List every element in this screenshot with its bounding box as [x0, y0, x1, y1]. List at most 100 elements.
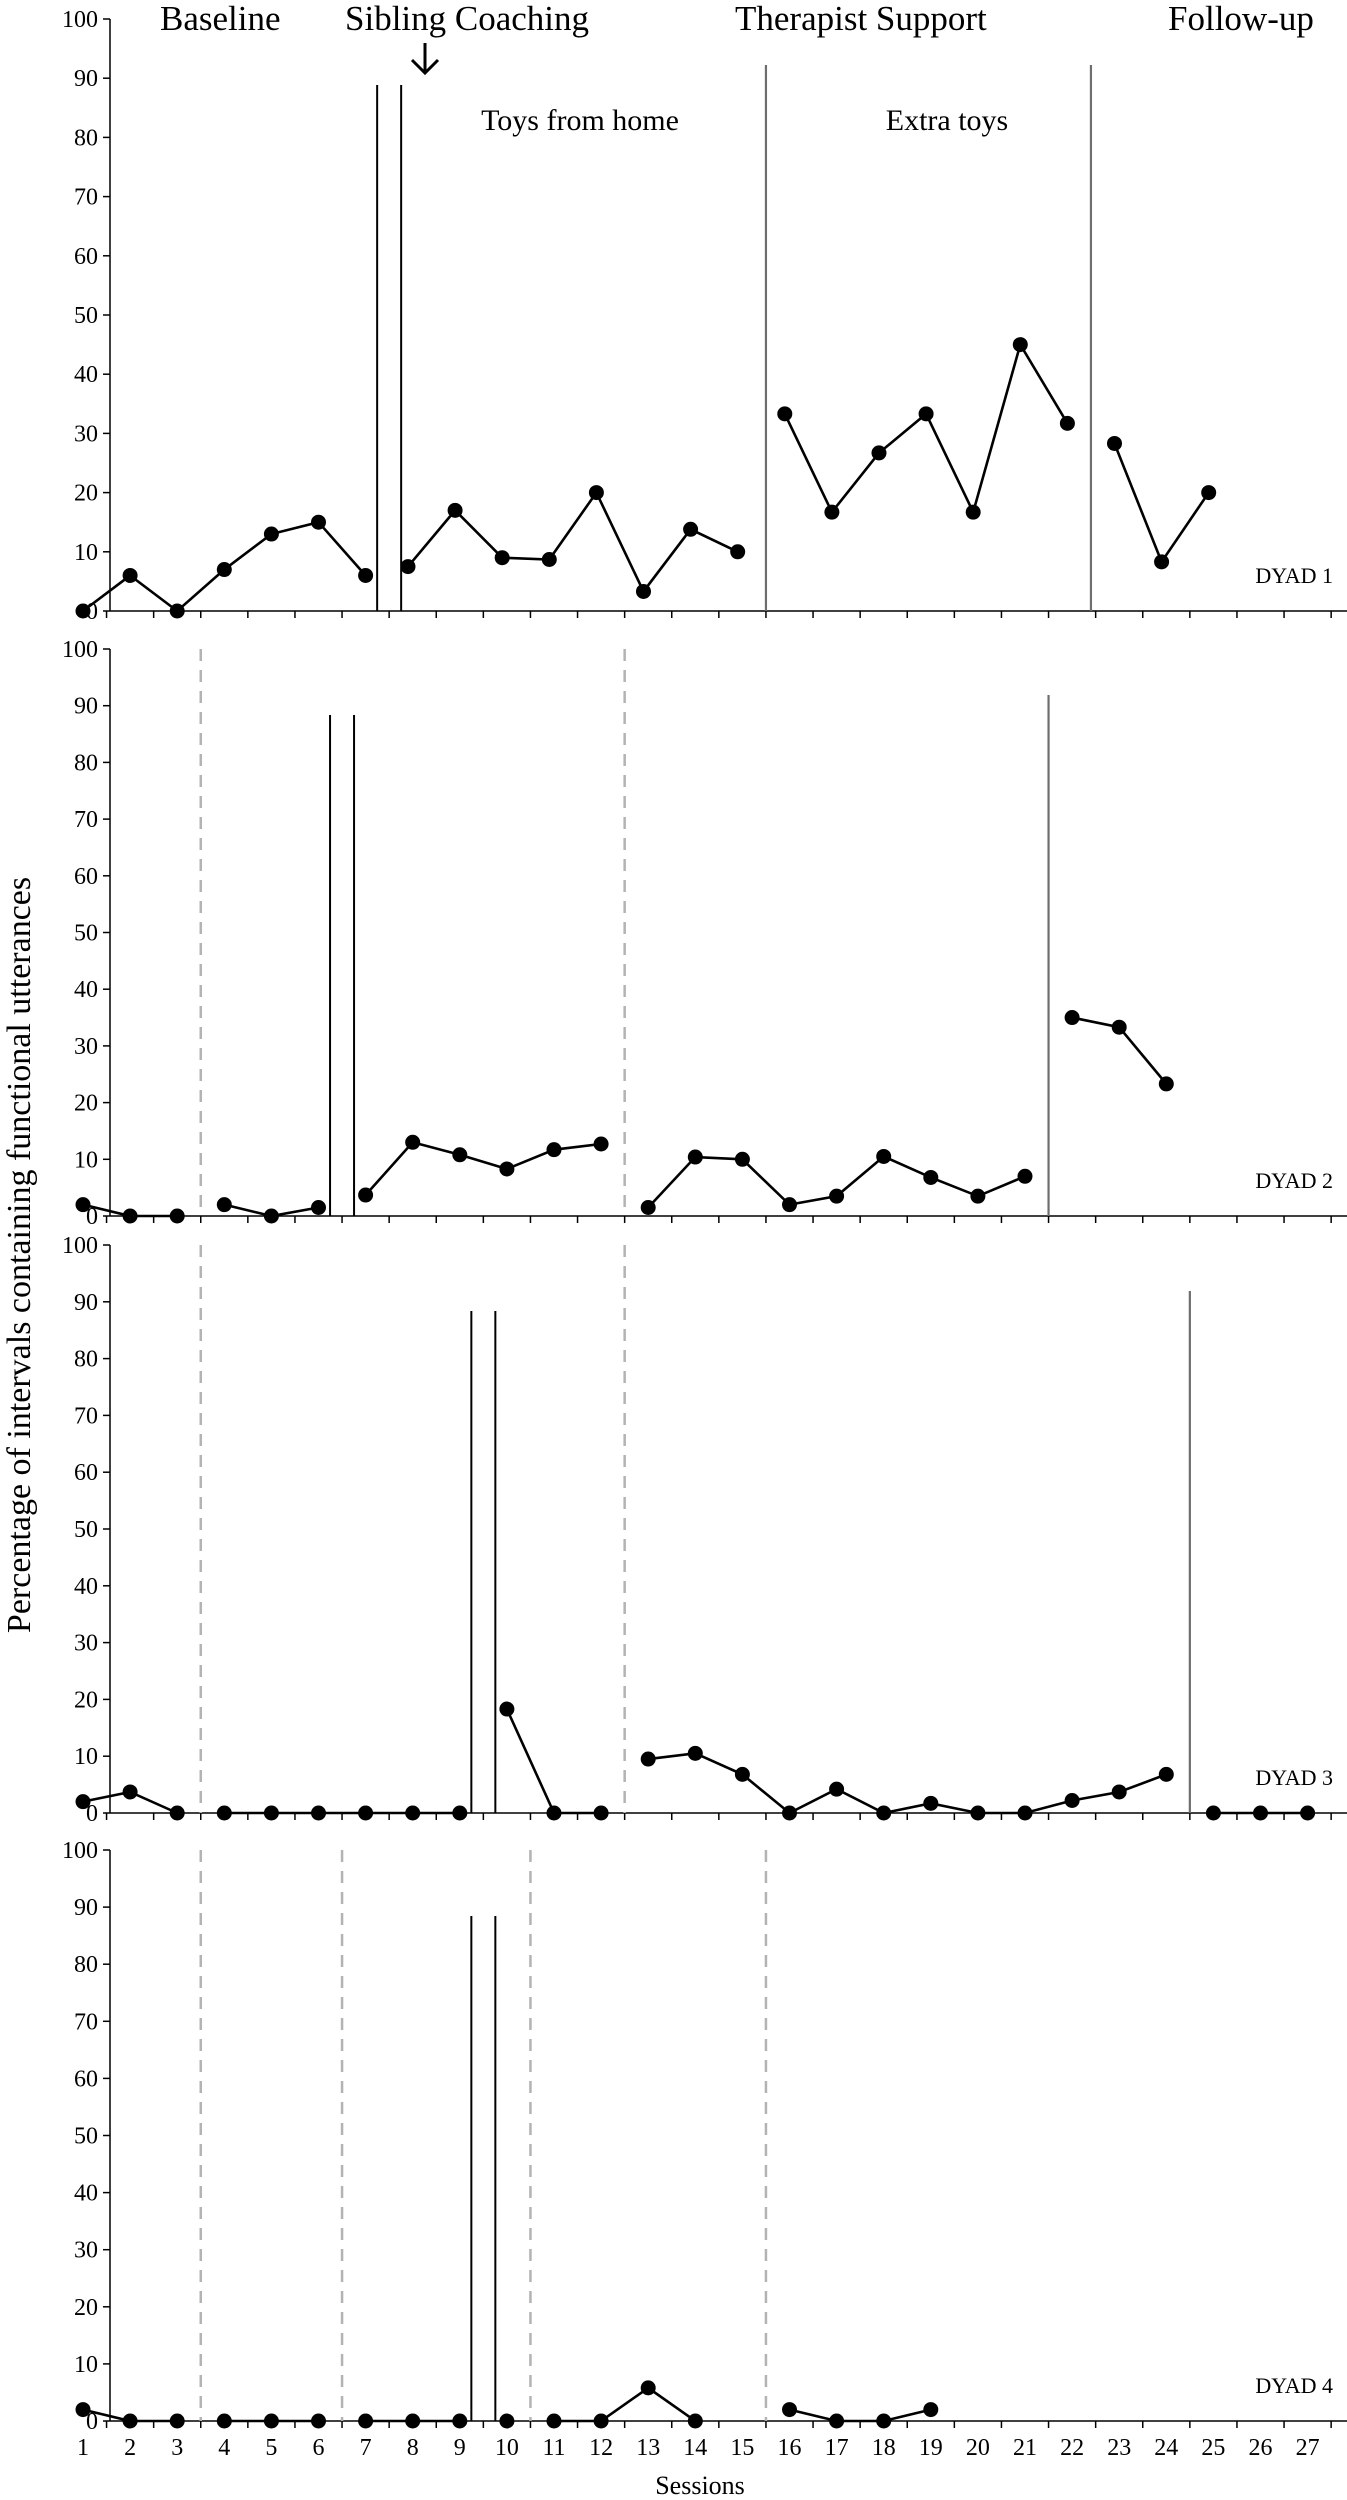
y-tick-label: 100 [62, 7, 98, 33]
data-point [358, 567, 374, 583]
data-point [824, 504, 840, 520]
y-tick-label: 10 [74, 540, 98, 566]
series-line [364, 1140, 602, 1196]
data-point [311, 1805, 326, 1821]
data-point [1106, 435, 1122, 451]
data-point [452, 2413, 468, 2429]
y-tick-label: 90 [74, 66, 98, 92]
y-tick-label: 0 [86, 2409, 98, 2435]
data-point [311, 2413, 326, 2429]
y-tick-label: 80 [74, 1952, 98, 1978]
data-point [683, 521, 699, 537]
data-point [593, 1805, 609, 1821]
x-tick-label: 3 [171, 2435, 183, 2461]
x-tick-label: 1 [77, 2435, 89, 2461]
data-point [1064, 1793, 1080, 1809]
data-point [1017, 1168, 1033, 1184]
data-point [1205, 1805, 1221, 1821]
y-tick-label: 20 [74, 2295, 98, 2321]
data-point [494, 550, 510, 566]
condition-label-toys-from-home: Toys from home [481, 104, 679, 137]
data-point [593, 1136, 609, 1152]
panel-dyad-2: 0 10 20 30 40 50 60 70 80 90 100 DYAD 2 [62, 637, 1347, 1230]
data-point [970, 1805, 986, 1821]
x-tick-label: 11 [542, 2435, 565, 2461]
series-line [406, 490, 739, 594]
data-point [871, 445, 887, 461]
data-point [122, 2413, 138, 2429]
data-point [687, 1149, 703, 1165]
y-tick-label: 60 [74, 244, 98, 270]
dyad-label: DYAD 4 [1255, 2373, 1333, 2398]
y-tick-label: 50 [74, 1517, 98, 1543]
data-point [358, 1805, 374, 1821]
y-tick-label: 30 [74, 1631, 98, 1657]
data-point [687, 1745, 703, 1761]
phase-label-follow-up: Follow-up [1168, 0, 1314, 38]
data-point [1158, 1766, 1174, 1782]
data-point [829, 2413, 845, 2429]
data-point [1017, 1805, 1033, 1821]
data-point [782, 1197, 797, 1213]
y-tick-label: 10 [74, 2352, 98, 2378]
data-point [122, 1784, 138, 1800]
data-point [876, 1148, 892, 1164]
data-point [829, 1781, 845, 1797]
x-tick-label: 25 [1201, 2435, 1225, 2461]
data-point [1154, 554, 1170, 570]
x-tick-label: 19 [919, 2435, 943, 2461]
series-line [648, 1752, 1167, 1815]
y-tick-label: 70 [74, 807, 98, 833]
x-tick-label: 9 [454, 2435, 466, 2461]
x-tick-label: 17 [825, 2435, 849, 2461]
data-point [405, 2413, 421, 2429]
y-tick-label: 40 [74, 2181, 98, 2207]
series-line [1113, 442, 1210, 565]
data-point [405, 1805, 421, 1821]
data-point [263, 1208, 279, 1224]
y-tick-label: 100 [62, 1233, 98, 1259]
y-tick-label: 40 [74, 1574, 98, 1600]
series-line [554, 2386, 697, 2423]
phase-label-sibling-coaching: Sibling Coaching [345, 0, 589, 38]
x-tick-label: 12 [589, 2435, 613, 2461]
x-tick-label: 15 [730, 2435, 754, 2461]
x-tick-label: 26 [1249, 2435, 1273, 2461]
y-tick-label: 20 [74, 481, 98, 507]
data-point [263, 2413, 279, 2429]
data-point [311, 514, 326, 530]
y-tick-label: 60 [74, 2066, 98, 2092]
data-point [499, 1161, 515, 1177]
data-point [923, 1795, 939, 1811]
y-axis-label: Percentage of intervals containing funct… [1, 877, 38, 1633]
y-tick-label: 10 [74, 1147, 98, 1173]
series-line [789, 2408, 932, 2423]
y-tick-label: 40 [74, 362, 98, 388]
y-tick-label: 90 [74, 694, 98, 720]
x-tick-label: 6 [313, 2435, 325, 2461]
y-tick-label: 50 [74, 2124, 98, 2150]
y-tick-label: 50 [74, 921, 98, 947]
data-point [122, 567, 138, 583]
data-point [447, 502, 463, 518]
data-point [777, 406, 793, 422]
dyad-label: DYAD 2 [1255, 1168, 1333, 1193]
data-point [263, 526, 279, 542]
x-tick-label: 14 [683, 2435, 707, 2461]
data-point [75, 1197, 91, 1213]
data-point [640, 2380, 656, 2396]
y-tick-label: 30 [74, 421, 98, 447]
x-tick-label: 4 [218, 2435, 230, 2461]
data-point [829, 1188, 845, 1204]
data-point [734, 1151, 750, 1167]
x-tick-label: 13 [636, 2435, 660, 2461]
x-tick-label: 18 [872, 2435, 896, 2461]
data-point [593, 2413, 609, 2429]
data-point [75, 2402, 91, 2418]
data-point [1158, 1076, 1174, 1092]
data-point [75, 1794, 91, 1810]
y-tick-label: 100 [62, 637, 98, 663]
data-point [1253, 1805, 1268, 1821]
